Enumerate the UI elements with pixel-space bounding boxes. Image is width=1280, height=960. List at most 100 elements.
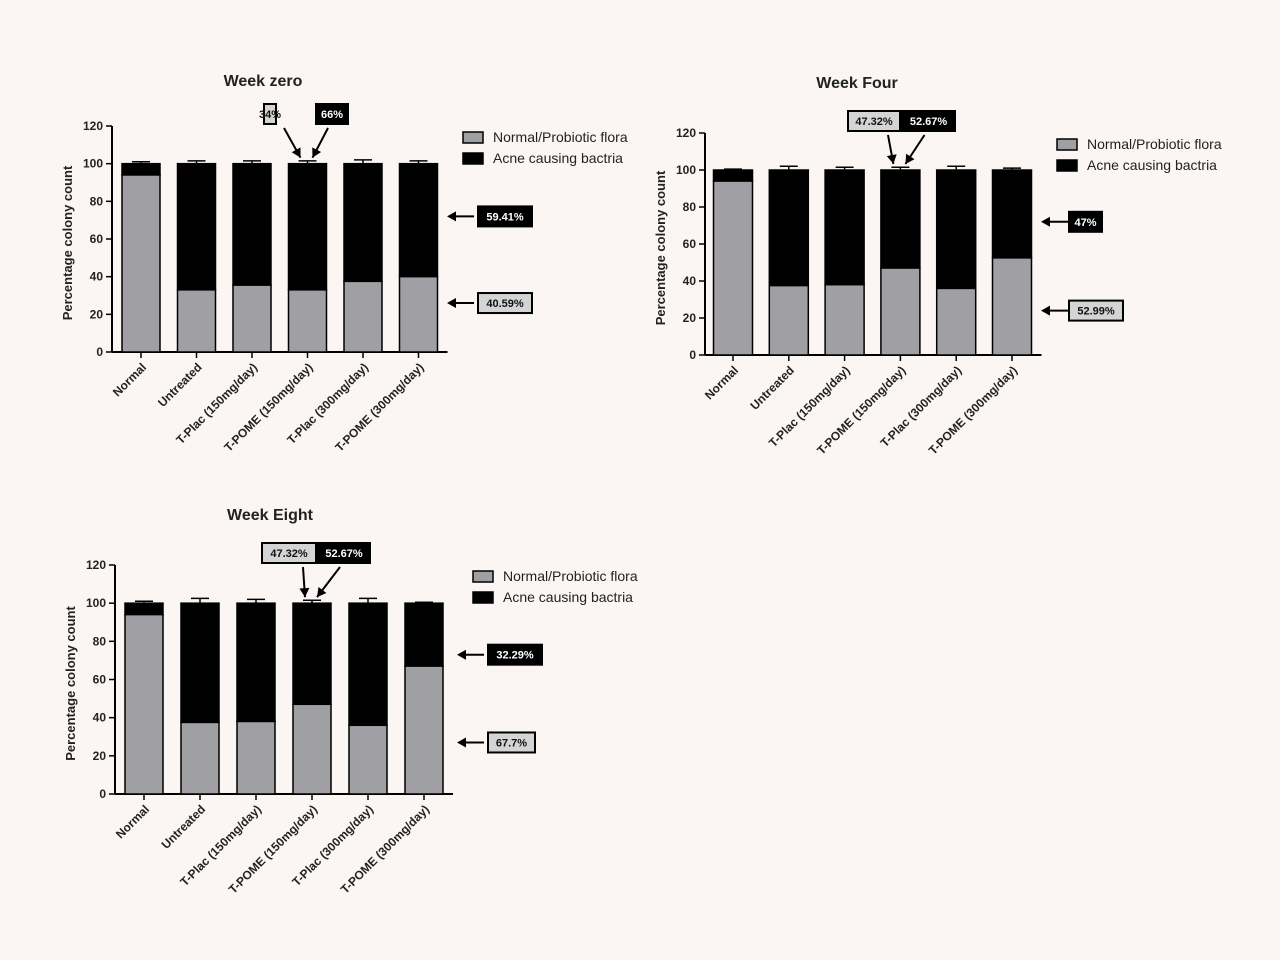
- bar-normal-3: [287, 289, 328, 353]
- legend-label-1: Acne causing bactria: [503, 589, 633, 605]
- annotation-box: [477, 205, 533, 228]
- bar-acne-4: [343, 162, 383, 283]
- bar-normal-0: [712, 180, 754, 356]
- legend-label-1: Acne causing bactria: [493, 150, 623, 166]
- bar-acne-3: [287, 162, 328, 291]
- y-axis-label: Percentage colony count: [63, 606, 78, 761]
- bar-acne-0: [712, 169, 754, 182]
- bar-normal-4: [348, 724, 388, 795]
- legend-swatch-0: [472, 570, 494, 583]
- y-tick-label: 0: [689, 348, 696, 362]
- annotation-label: 67.7%: [496, 737, 527, 749]
- bar-normal-1: [768, 284, 810, 356]
- legend-label-1: Acne causing bactria: [1087, 157, 1217, 173]
- annotation-box: [315, 103, 349, 125]
- bar-acne-4: [348, 602, 388, 727]
- annotation-label: 34%: [259, 109, 281, 121]
- y-tick-label: 120: [676, 126, 696, 140]
- y-tick-label: 60: [683, 237, 697, 251]
- bar-acne-4: [935, 169, 977, 290]
- y-tick-label: 40: [93, 711, 107, 725]
- annotation-arrowhead: [886, 154, 897, 164]
- y-tick-label: 20: [93, 749, 107, 763]
- bar-acne-2: [236, 602, 276, 723]
- bar-acne-5: [404, 602, 444, 667]
- bar-normal-2: [232, 284, 272, 353]
- legend-label-0: Normal/Probiotic flora: [1087, 136, 1222, 152]
- bar-acne-2: [824, 169, 865, 286]
- legend-label-0: Normal/Probiotic flora: [503, 568, 638, 584]
- annotation-box: [487, 643, 543, 666]
- chart-panel-2: Week Eight 0 20 40 60 80 100 120 Percentage colo…: [63, 507, 638, 897]
- y-tick-label: 80: [93, 634, 107, 648]
- bar-acne-1: [180, 602, 220, 724]
- bar-acne-0: [121, 162, 161, 176]
- legend-swatch-1: [472, 591, 494, 604]
- legend-swatch-1: [1056, 159, 1078, 172]
- bar-acne-0: [124, 602, 164, 616]
- annotation-label: 47.32%: [855, 116, 893, 128]
- y-tick-label: 100: [676, 163, 696, 177]
- annotation-arrowhead: [457, 737, 466, 748]
- annotation-arrowhead: [447, 298, 456, 309]
- legend-swatch-1: [462, 152, 484, 165]
- chart-panel-1: Week Four 0 20 40 60 80 100 120 Percentage colon…: [653, 75, 1222, 458]
- x-tick-label: Normal: [110, 360, 149, 399]
- y-axis-label: Percentage colony count: [653, 170, 668, 325]
- y-tick-label: 60: [93, 673, 107, 687]
- y-tick-label: 0: [96, 345, 103, 359]
- bar-normal-2: [824, 283, 865, 356]
- annotation-box: [1068, 210, 1103, 233]
- x-tick-label: Normal: [702, 363, 741, 402]
- bar-normal-1: [180, 721, 220, 795]
- y-tick-label: 20: [683, 311, 697, 325]
- x-tick-label: Untreated: [159, 802, 209, 852]
- y-tick-label: 80: [683, 200, 697, 214]
- chart-title: Week Four: [816, 75, 898, 92]
- legend-swatch-0: [1056, 138, 1078, 151]
- y-tick-label: 80: [90, 194, 104, 208]
- annotation-box: [901, 110, 956, 132]
- bar-acne-3: [880, 169, 921, 269]
- y-axis-label: Percentage colony count: [60, 165, 75, 320]
- annotation-label: 52.67%: [910, 116, 948, 128]
- bar-acne-3: [292, 602, 332, 706]
- annotation-label: 40.59%: [486, 298, 524, 310]
- annotation-arrowhead: [1041, 305, 1050, 316]
- bar-normal-3: [880, 267, 921, 356]
- bar-normal-5: [398, 275, 439, 353]
- bar-normal-4: [343, 280, 383, 353]
- annotation-arrowhead: [299, 587, 310, 598]
- bar-normal-4: [935, 287, 977, 356]
- y-tick-label: 40: [90, 270, 104, 284]
- annotation-arrowhead: [905, 153, 915, 164]
- annotation-arrowhead: [447, 211, 456, 222]
- annotation-arrowhead: [317, 586, 327, 598]
- bar-acne-5: [991, 169, 1033, 259]
- bar-acne-5: [398, 162, 439, 278]
- annotation-arrowhead: [312, 147, 322, 158]
- annotation-label: 52.99%: [1077, 306, 1115, 318]
- y-tick-label: 0: [99, 787, 106, 801]
- bar-normal-5: [404, 665, 444, 795]
- annotation-box: [263, 103, 277, 125]
- annotation-arrowhead: [457, 649, 466, 660]
- bar-normal-3: [292, 703, 332, 795]
- x-tick-label: Untreated: [747, 363, 797, 413]
- annotation-arrowhead: [291, 147, 301, 158]
- legend-label-0: Normal/Probiotic flora: [493, 129, 628, 145]
- annotation-box: [847, 110, 901, 132]
- bar-normal-0: [121, 174, 161, 353]
- annotation-label: 47.32%: [270, 548, 308, 560]
- annotation-label: 52.67%: [325, 548, 363, 560]
- x-tick-label: Untreated: [155, 360, 205, 410]
- y-tick-label: 100: [83, 157, 103, 171]
- chart-panel-0: Week zero 0 20 40 60 80 100 120 Percentage colon…: [60, 73, 628, 455]
- annotation-label: 59.41%: [486, 211, 524, 223]
- bar-normal-5: [991, 257, 1033, 356]
- bar-acne-2: [232, 162, 272, 286]
- bar-normal-1: [176, 289, 217, 353]
- annotation-box: [477, 292, 533, 315]
- bar-acne-1: [176, 162, 217, 291]
